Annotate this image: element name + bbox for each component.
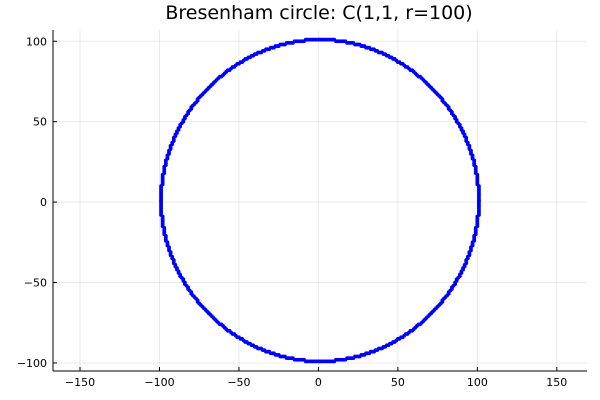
x-tick-label: −150 — [65, 376, 95, 389]
circle-point — [206, 86, 211, 90]
circle-point — [429, 311, 434, 315]
x-tick-label: 0 — [315, 376, 322, 389]
chart-title: Bresenham circle: C(1,1, r=100) — [165, 2, 472, 24]
y-tick-label: 100 — [26, 35, 47, 48]
series-circle — [159, 37, 481, 364]
circle-point — [206, 311, 211, 315]
x-tick-label: −50 — [227, 376, 250, 389]
y-tick-label: 50 — [33, 116, 47, 129]
circle-point — [429, 86, 434, 90]
y-tick-label: 0 — [40, 196, 47, 209]
axes — [52, 30, 587, 372]
x-tick-label: 100 — [467, 376, 488, 389]
x-tick-label: −100 — [144, 376, 174, 389]
tick-labels: −150 −100 −50 0 50 100 150 −100 −50 0 50 100 — [17, 35, 568, 389]
y-tick-label: −100 — [17, 357, 47, 370]
y-tick-label: −50 — [24, 277, 47, 290]
x-tick-label: 50 — [391, 376, 405, 389]
grid — [53, 30, 587, 371]
x-tick-label: 150 — [546, 376, 567, 389]
